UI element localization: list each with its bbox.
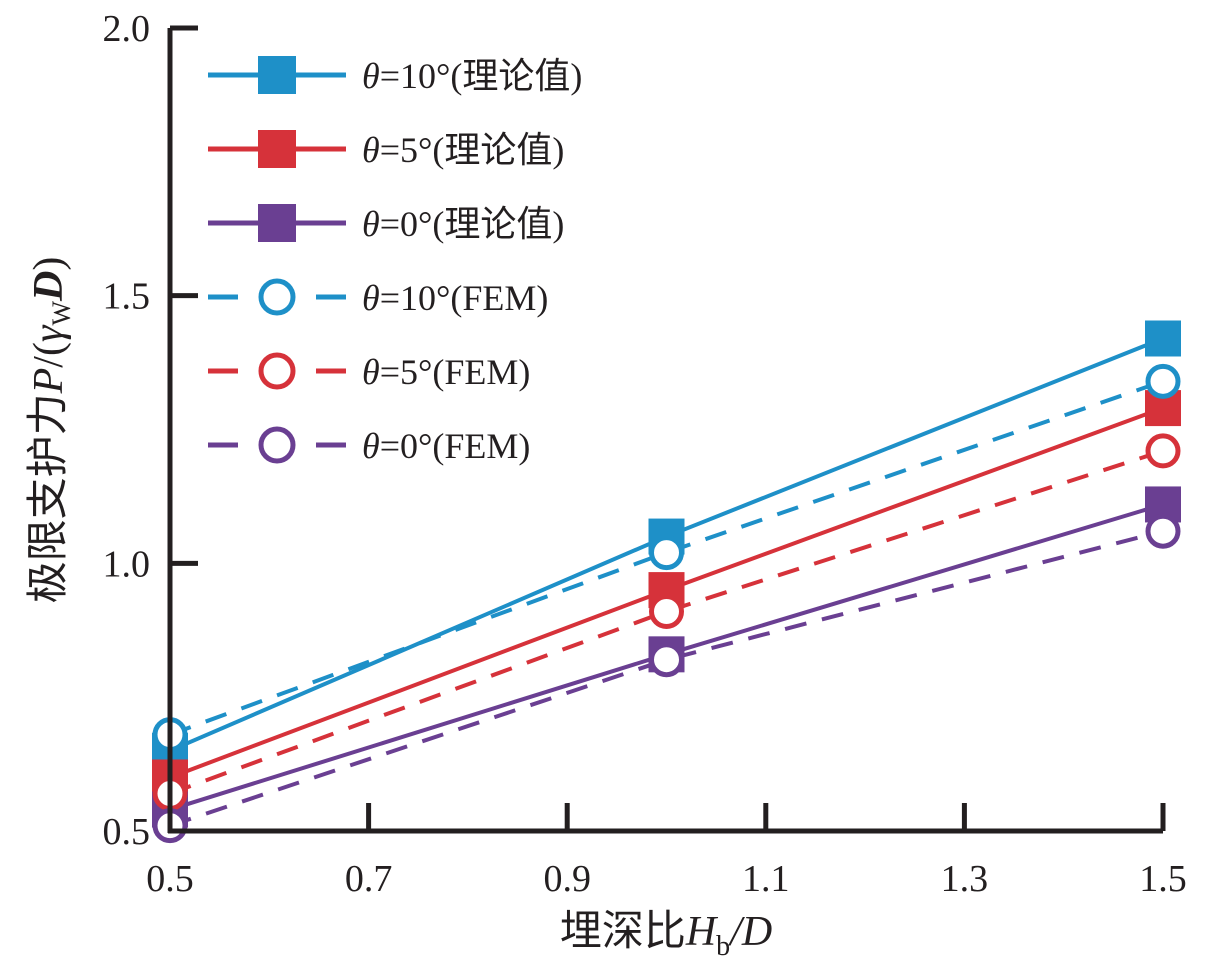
x-axis-title-prefix: 埋深比 <box>560 909 686 955</box>
legend-label: θ=10°(FEM) <box>362 278 548 318</box>
series-line <box>169 449 1164 796</box>
y-axis-title-var: P <box>26 368 72 395</box>
series-4 <box>152 433 1181 812</box>
series-1 <box>152 390 1181 796</box>
y-axis-title-sub: W <box>47 301 76 326</box>
y-axis-title-mid: /( <box>26 342 72 368</box>
legend-item-2: θ=0°(理论值) <box>208 204 564 244</box>
series-layer <box>152 320 1181 844</box>
legend-item-0: θ=10°(理论值) <box>208 56 582 96</box>
legend-theta: θ <box>362 278 380 318</box>
y-tick-label: 0.5 <box>103 811 151 853</box>
x-tick-label: 1.1 <box>742 858 790 900</box>
y-axis-title: 极限支护力P/(γWD) <box>26 257 76 604</box>
legend-marker-square <box>258 204 296 242</box>
y-axis-title-gamma: γ <box>26 324 72 342</box>
data-point-circle <box>1145 363 1181 399</box>
y-axis-title-prefix: 极限支护力 <box>26 393 72 603</box>
series-line <box>169 379 1164 737</box>
legend-theta: θ <box>362 130 380 170</box>
legend-label: θ=10°(理论值) <box>362 56 582 96</box>
legend-item-5: θ=0°(FEM) <box>208 426 530 466</box>
data-point-square <box>1145 320 1181 357</box>
y-tick-label: 1.5 <box>103 276 151 318</box>
legend-item-4: θ=5°(FEM) <box>208 352 530 392</box>
y-tick-label: 2.0 <box>103 8 151 50</box>
x-tick-label: 0.9 <box>543 858 591 900</box>
legend-label-rest: =0°(FEM) <box>380 426 531 466</box>
legend-marker-square <box>258 130 296 168</box>
legend: θ=10°(理论值)θ=5°(理论值)θ=0°(理论值)θ=10°(FEM)θ=… <box>208 56 582 466</box>
legend-theta: θ <box>362 204 380 244</box>
legend-label-rest: =10°(理论值) <box>380 56 583 96</box>
legend-item-3: θ=10°(FEM) <box>208 278 548 318</box>
legend-label-rest: =5°(FEM) <box>380 352 531 392</box>
x-tick-label: 0.7 <box>345 858 393 900</box>
y-axis-title-var2: D <box>26 271 72 302</box>
x-axis-title-sub: b <box>716 931 730 962</box>
x-tick-label: 0.5 <box>146 858 194 900</box>
legend-marker-circle <box>258 352 296 390</box>
data-point-circle <box>649 594 684 630</box>
x-tick-label: 1.5 <box>1139 858 1187 900</box>
legend-label-rest: =5°(理论值) <box>380 130 565 170</box>
legend-label: θ=5°(FEM) <box>362 352 530 392</box>
data-point-circle <box>1145 433 1181 469</box>
x-tick-label: 1.3 <box>941 858 989 900</box>
data-point-circle <box>1145 513 1181 549</box>
legend-label: θ=0°(理论值) <box>362 204 564 244</box>
legend-theta: θ <box>362 426 380 466</box>
y-axis-title-end: ) <box>26 257 72 271</box>
x-axis-title-var: H <box>685 909 719 955</box>
legend-theta: θ <box>362 56 380 96</box>
legend-theta: θ <box>362 352 380 392</box>
legend-label: θ=5°(理论值) <box>362 130 564 170</box>
legend-label-rest: =0°(理论值) <box>380 204 565 244</box>
legend-marker-square <box>258 56 296 94</box>
legend-label-rest: =10°(FEM) <box>380 278 549 318</box>
axes: 0.5 1.0 1.5 2.0 0.5 0.7 0.9 1.1 1.3 1.5 <box>103 8 1187 900</box>
x-axis-title-suffix: /D <box>728 909 772 955</box>
data-point-circle <box>649 642 684 678</box>
legend-marker-circle <box>258 426 296 464</box>
y-tick-label: 1.0 <box>103 543 151 585</box>
x-axis-title: 埋深比Hb/D <box>560 909 772 962</box>
legend-marker-circle <box>258 278 296 316</box>
legend-item-1: θ=5°(理论值) <box>208 130 564 170</box>
legend-label: θ=0°(FEM) <box>362 426 530 466</box>
data-point-circle <box>649 535 684 571</box>
